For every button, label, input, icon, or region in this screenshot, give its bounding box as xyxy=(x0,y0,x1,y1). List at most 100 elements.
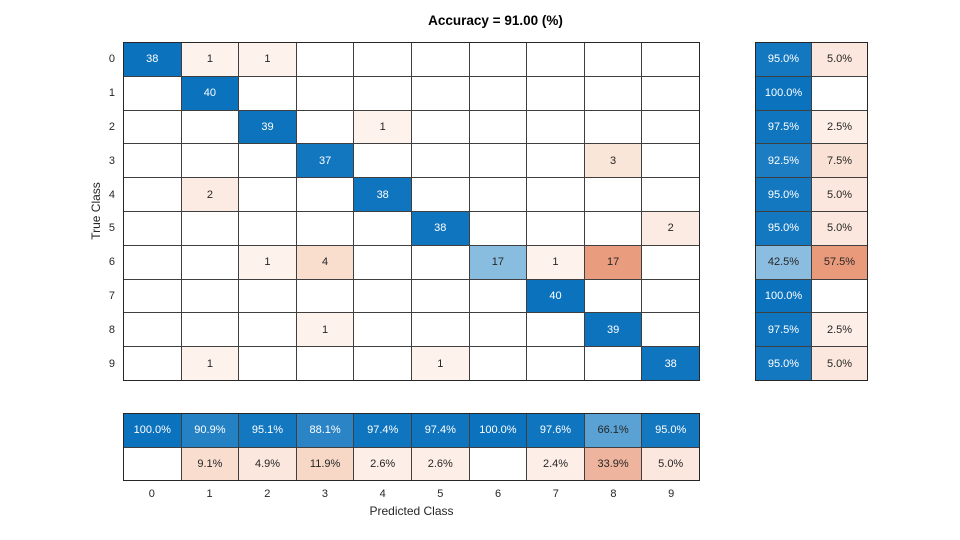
matrix-cell xyxy=(354,76,411,110)
matrix-cell xyxy=(354,313,411,347)
matrix-cell xyxy=(239,178,296,211)
col-summary-cell: 2.4% xyxy=(527,447,584,480)
y-tick-label: 0 xyxy=(108,52,115,65)
matrix-cell xyxy=(124,211,181,245)
matrix-cell xyxy=(124,178,181,211)
matrix-cell xyxy=(584,110,642,144)
matrix-cell xyxy=(642,76,699,110)
matrix-cell xyxy=(469,347,527,380)
matrix-cell xyxy=(296,178,354,211)
col-summary-cell: 11.9% xyxy=(296,447,354,480)
row-summary-cell xyxy=(812,279,867,313)
matrix-cell: 2 xyxy=(642,211,699,245)
matrix-cell: 38 xyxy=(354,178,411,211)
matrix-cell xyxy=(527,110,584,144)
col-summary-cell: 100.0% xyxy=(469,414,527,447)
matrix-cell: 1 xyxy=(296,313,354,347)
matrix-cell xyxy=(584,178,642,211)
matrix-cell xyxy=(411,110,469,144)
matrix-cell xyxy=(469,211,527,245)
matrix-cell: 38 xyxy=(124,43,181,76)
matrix-cell xyxy=(239,347,296,380)
x-tick-label: 9 xyxy=(668,487,675,500)
row-summary-cell: 95.0% xyxy=(756,43,811,76)
x-tick-label: 4 xyxy=(379,487,386,500)
col-summary-cell xyxy=(124,447,181,480)
row-summary-cell: 95.0% xyxy=(756,178,811,211)
matrix-cell xyxy=(469,178,527,211)
matrix-cell: 39 xyxy=(239,110,296,144)
col-summary-cell: 90.9% xyxy=(181,414,239,447)
x-tick-label: 2 xyxy=(264,487,271,500)
y-tick-label: 2 xyxy=(108,120,115,133)
matrix-cell xyxy=(642,43,699,76)
matrix-cell xyxy=(411,43,469,76)
col-summary-cell xyxy=(469,447,527,480)
matrix-cell xyxy=(354,245,411,279)
y-tick-label: 4 xyxy=(108,188,115,201)
matrix-cell: 3 xyxy=(584,144,642,178)
matrix-cell: 4 xyxy=(296,245,354,279)
matrix-cell xyxy=(411,245,469,279)
x-tick-label: 8 xyxy=(610,487,617,500)
col-summary-cell: 95.0% xyxy=(642,414,699,447)
matrix-cell xyxy=(527,43,584,76)
matrix-cell xyxy=(469,110,527,144)
row-summary-cell: 100.0% xyxy=(756,279,811,313)
matrix-cell xyxy=(642,178,699,211)
matrix-cell xyxy=(181,110,239,144)
matrix-cell: 1 xyxy=(239,245,296,279)
matrix-cell xyxy=(181,279,239,313)
col-summary-cell: 2.6% xyxy=(354,447,411,480)
matrix-cell xyxy=(469,144,527,178)
confusion-matrix-grid: 38 1 1 40 39 1 37 3 2 38 38 2 1 4 17 1 17 40 1 39 1 1 38 xyxy=(123,42,700,381)
matrix-cell xyxy=(527,76,584,110)
matrix-cell xyxy=(527,144,584,178)
col-summary-cell: 97.4% xyxy=(411,414,469,447)
x-tick-label: 7 xyxy=(552,487,559,500)
matrix-cell xyxy=(411,178,469,211)
col-summary-cell: 66.1% xyxy=(584,414,642,447)
y-tick-label: 6 xyxy=(108,256,115,269)
y-tick-label: 1 xyxy=(108,86,115,99)
row-summary-grid: 95.0% 5.0% 100.0% 97.5% 2.5% 92.5% 7.5% 95.0% 5.… xyxy=(755,42,868,381)
matrix-cell xyxy=(469,313,527,347)
matrix-cell: 2 xyxy=(181,178,239,211)
matrix-cell xyxy=(642,144,699,178)
col-summary-cell: 2.6% xyxy=(411,447,469,480)
x-axis-ticks: 0 1 2 3 4 5 6 7 8 9 xyxy=(123,486,700,501)
matrix-cell xyxy=(584,279,642,313)
row-summary-cell: 2.5% xyxy=(812,313,867,347)
matrix-cell xyxy=(124,245,181,279)
matrix-cell xyxy=(239,144,296,178)
matrix-cell: 1 xyxy=(354,110,411,144)
row-summary-cell: 100.0% xyxy=(756,76,811,110)
matrix-cell xyxy=(642,110,699,144)
matrix-cell xyxy=(296,76,354,110)
matrix-cell xyxy=(296,211,354,245)
matrix-cell xyxy=(354,211,411,245)
matrix-cell xyxy=(354,43,411,76)
matrix-cell xyxy=(181,211,239,245)
row-summary-cell: 5.0% xyxy=(812,43,867,76)
col-summary-cell: 4.9% xyxy=(239,447,296,480)
matrix-cell xyxy=(411,144,469,178)
matrix-cell xyxy=(239,211,296,245)
matrix-cell xyxy=(469,43,527,76)
y-tick-label: 5 xyxy=(108,222,115,235)
x-axis-title: Predicted Class xyxy=(369,504,454,518)
matrix-cell xyxy=(296,347,354,380)
row-summary-cell: 7.5% xyxy=(812,144,867,178)
matrix-cell xyxy=(181,144,239,178)
row-summary-cell: 5.0% xyxy=(812,347,867,380)
row-summary-cell: 5.0% xyxy=(812,211,867,245)
matrix-cell xyxy=(239,313,296,347)
matrix-cell: 38 xyxy=(411,211,469,245)
row-summary-cell xyxy=(812,76,867,110)
matrix-cell xyxy=(124,347,181,380)
col-summary-cell: 97.4% xyxy=(354,414,411,447)
matrix-cell xyxy=(642,279,699,313)
matrix-cell xyxy=(181,245,239,279)
y-axis-ticks: 0 1 2 3 4 5 6 7 8 9 xyxy=(68,42,115,381)
